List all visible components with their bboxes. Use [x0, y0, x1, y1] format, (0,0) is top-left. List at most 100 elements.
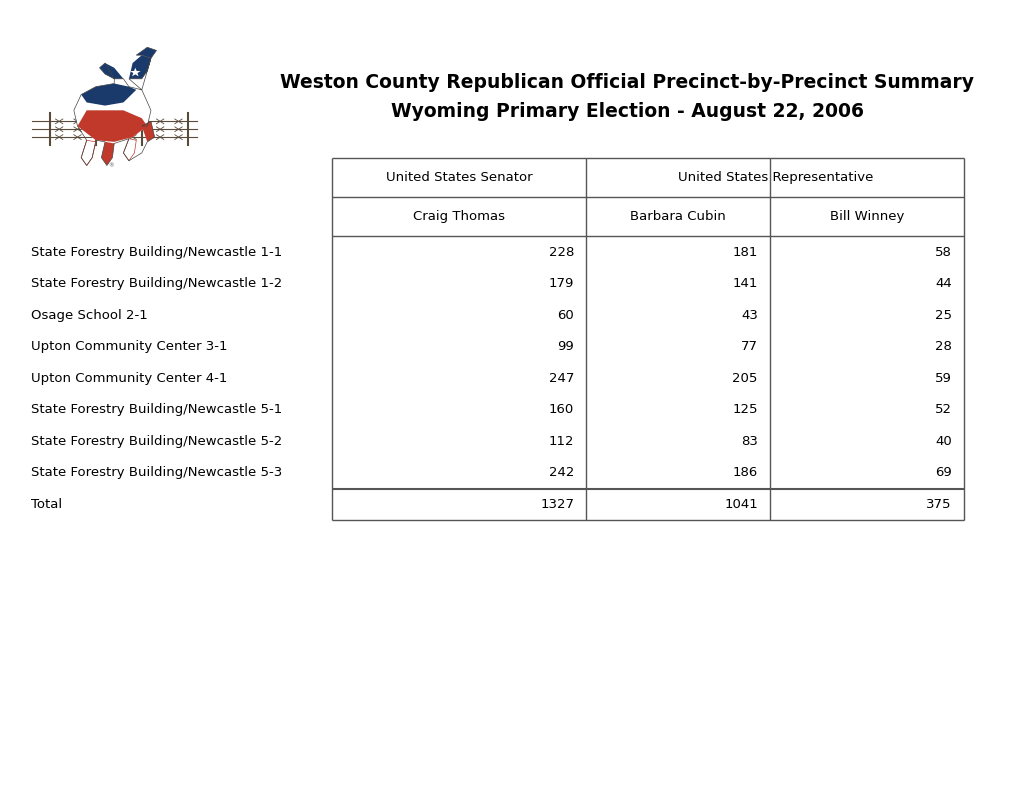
Point [104, 122, 116, 132]
Point [130, 114, 143, 124]
Line: 2 pts: 2 pts [73, 135, 82, 139]
Text: 181: 181 [732, 246, 757, 258]
Point [150, 114, 162, 124]
Point [130, 135, 143, 144]
Point [122, 119, 135, 128]
Point [158, 130, 170, 139]
Line: 2 pts: 2 pts [73, 127, 82, 132]
Point [158, 114, 170, 124]
Point [67, 130, 79, 139]
Line: 2 pts: 2 pts [55, 135, 63, 139]
Point [67, 122, 79, 132]
Point [158, 119, 170, 128]
Point [176, 122, 189, 132]
Text: 205: 205 [732, 372, 757, 385]
Point [122, 135, 135, 144]
Point [150, 135, 162, 144]
Point [122, 127, 135, 136]
Text: State Forestry Building/Newcastle 1-1: State Forestry Building/Newcastle 1-1 [31, 246, 281, 258]
Polygon shape [100, 63, 123, 79]
Line: 2 pts: 2 pts [128, 135, 137, 139]
Line: 2 pts: 2 pts [110, 127, 118, 132]
Point [122, 122, 135, 132]
Text: Craig Thomas: Craig Thomas [413, 210, 504, 223]
Point [49, 135, 61, 144]
Point [90, 140, 102, 150]
Point [150, 130, 162, 139]
Line: 2 pts: 2 pts [55, 127, 63, 132]
Point [112, 119, 124, 128]
Text: 58: 58 [933, 246, 951, 258]
Text: Barbara Cubin: Barbara Cubin [630, 210, 726, 223]
Text: 77: 77 [740, 340, 757, 353]
Point [158, 135, 170, 144]
Text: 43: 43 [740, 309, 757, 322]
Line: 2 pts: 2 pts [110, 119, 118, 124]
Line: 2 pts: 2 pts [174, 127, 182, 132]
Text: 25: 25 [933, 309, 951, 322]
Text: 40: 40 [934, 435, 951, 448]
Line: 2 pts: 2 pts [174, 119, 182, 124]
Point [112, 135, 124, 144]
Polygon shape [82, 84, 137, 106]
Line: 2 pts: 2 pts [156, 119, 164, 124]
Line: 2 pts: 2 pts [128, 119, 137, 124]
Point [49, 130, 61, 139]
Point [122, 130, 135, 139]
Line: 2 pts: 2 pts [128, 127, 137, 132]
Point [67, 114, 79, 124]
Point [168, 135, 180, 144]
Point [112, 130, 124, 139]
Polygon shape [73, 84, 151, 142]
Line: 2 pts: 2 pts [110, 127, 118, 132]
Point [44, 109, 56, 118]
Line: 2 pts: 2 pts [110, 119, 118, 124]
Point [44, 140, 56, 150]
Text: 69: 69 [934, 466, 951, 479]
Line: 2 pts: 2 pts [128, 135, 137, 139]
Point [168, 114, 180, 124]
Point [90, 109, 102, 118]
Point [158, 122, 170, 132]
Line: 2 pts: 2 pts [174, 135, 182, 139]
Line: 2 pts: 2 pts [156, 119, 164, 124]
Text: 179: 179 [548, 277, 574, 290]
Line: 2 pts: 2 pts [73, 135, 82, 139]
Point [181, 109, 194, 118]
Point [130, 130, 143, 139]
Text: State Forestry Building/Newcastle 1-2: State Forestry Building/Newcastle 1-2 [31, 277, 281, 290]
Point [104, 135, 116, 144]
Point [150, 119, 162, 128]
Polygon shape [137, 47, 156, 58]
Point [176, 119, 189, 128]
Text: 52: 52 [933, 403, 951, 416]
Point [75, 114, 88, 124]
Text: United States Representative: United States Representative [677, 171, 872, 184]
Point [75, 127, 88, 136]
Point [150, 122, 162, 132]
Line: 2 pts: 2 pts [128, 119, 137, 124]
Text: 228: 228 [548, 246, 574, 258]
Line: 2 pts: 2 pts [55, 127, 63, 132]
Text: 59: 59 [933, 372, 951, 385]
Line: 2 pts: 2 pts [55, 119, 63, 124]
Text: 112: 112 [548, 435, 574, 448]
Text: Total: Total [31, 498, 62, 511]
Point [168, 119, 180, 128]
Line: 2 pts: 2 pts [110, 135, 118, 139]
Point [158, 127, 170, 136]
Line: 2 pts: 2 pts [174, 135, 182, 139]
Point [130, 119, 143, 128]
Text: 1041: 1041 [723, 498, 757, 511]
Point [112, 127, 124, 136]
Point [130, 122, 143, 132]
Line: 2 pts: 2 pts [73, 119, 82, 124]
Point [49, 114, 61, 124]
Polygon shape [128, 55, 151, 79]
Polygon shape [77, 110, 147, 142]
Point [49, 127, 61, 136]
Point [112, 114, 124, 124]
Text: State Forestry Building/Newcastle 5-1: State Forestry Building/Newcastle 5-1 [31, 403, 281, 416]
Point [67, 119, 79, 128]
Point [168, 122, 180, 132]
